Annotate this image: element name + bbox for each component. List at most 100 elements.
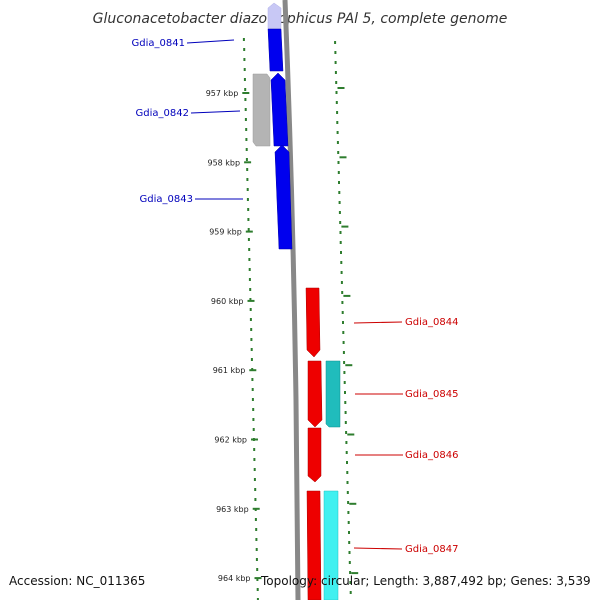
scale-dot-right [342,321,344,324]
scale-dot-left [251,388,254,391]
scale-major-tick [254,577,262,580]
scale-major-tick [252,507,260,510]
scale-major-tick [251,438,258,441]
leader-gdia-0844 [353,321,403,324]
scale-dot-right [340,281,343,284]
scale-dot-right [336,131,339,134]
scale-group: 957 kbp 958 kbp 959 kbp 960 kbp 961 kbp 962 k… [206,38,359,600]
scale-dot-left [256,598,259,600]
cyan-feature-0845[interactable] [325,360,341,428]
scale-dot-right [342,331,345,334]
scale-dot-left [243,78,246,81]
scale-dot-left [256,578,259,581]
gene-arrow-gdia-0846[interactable] [307,427,322,483]
gene-arrow-gdia-0845[interactable] [307,360,323,428]
scale-dot-right [343,361,346,364]
gene-arrow-gdia-0841[interactable] [267,28,284,72]
scale-dot-left [254,498,257,501]
gene-arrow-gdia-0841-faded[interactable] [267,2,282,30]
gene-label-gdia-0841[interactable]: Gdia_0841 [132,38,185,49]
scale-major-tick [247,299,255,302]
scale-dot-right [338,191,341,194]
scale-dot-right [335,101,338,104]
genome-backbone [282,0,301,600]
scale-dot-left [248,268,251,271]
scale-major-tick-right [341,225,349,228]
scale-dot-left [255,528,258,531]
gene-arrow-gdia-0847[interactable] [306,490,322,600]
scale-dot-left [242,38,245,41]
feature-group [252,73,341,600]
scale-dot-right [341,301,344,304]
gene-label-gdia-0846[interactable]: Gdia_0846 [405,450,458,461]
gene-arrow-gdia-0842[interactable] [270,72,289,147]
scale-dot-left [250,328,253,331]
scale-dot-left [246,198,249,201]
scale-dot-right [338,201,341,204]
scale-major-tick-right [345,364,353,367]
cyan-feature-0847[interactable] [323,490,339,600]
scale-dot-left [253,478,256,481]
leader-gdia-0847 [353,547,403,550]
scale-dot-left [250,348,253,351]
scale-dot-left [249,288,252,291]
scale-dot-left [256,568,259,571]
gene-arrow-gdia-0843[interactable] [274,144,293,250]
gene-label-gdia-0842[interactable]: Gdia_0842 [136,108,189,119]
scale-major-tick-right [349,502,357,505]
scale-dot-right [347,521,350,524]
scale-dot-left [246,178,249,181]
scale-dot-right [348,541,351,544]
scale-major-tick-right [343,294,351,297]
scale-dot-left [249,318,252,321]
scale-dot-left [251,378,254,381]
scale-major-tick-right [339,156,347,159]
scale-dot-right [335,91,338,94]
scale-dot-right [342,341,345,344]
scale-dot-left [249,308,252,311]
pseudogene-feature[interactable] [252,73,271,147]
scale-dot-left [244,88,247,91]
scale-dot-left [245,148,248,151]
scale-dot-left [250,338,253,341]
scale-dot-right [335,81,338,84]
scale-dot-left [244,98,247,101]
gene-label-gdia-0844[interactable]: Gdia_0844 [405,317,458,328]
scale-tick-label: 959 kbp [209,228,242,237]
scale-dot-right [334,71,337,74]
scale-tick-label: 957 kbp [206,89,239,98]
scale-dot-right [344,391,346,394]
scale-dot-right [338,181,340,184]
scale-dot-right [341,311,344,314]
scale-dot-left [251,398,254,401]
scale-dot-right [346,471,349,474]
scale-major-tick-right [347,433,355,436]
scale-major-tick [249,369,257,372]
scale-dot-left [247,228,250,231]
gene-arrow-gdia-0844[interactable] [305,287,321,358]
gene-label-gdia-0845[interactable]: Gdia_0845 [405,389,458,400]
scale-tick-label: 958 kbp [207,158,240,167]
gene-label-gdia-0847[interactable]: Gdia_0847 [405,544,458,555]
scale-tick-label: 964 kbp [218,574,251,583]
scale-dot-left [247,218,250,221]
gene-labels: Gdia_0841 Gdia_0842 Gdia_0843 Gdia_0844 … [132,38,459,555]
scale-dot-right [336,121,339,124]
gene-label-gdia-0843[interactable]: Gdia_0843 [140,194,193,205]
scale-dot-left [245,158,248,161]
scale-dot-left [255,538,258,541]
scale-dot-right [342,351,345,354]
scale-dot-right [334,61,337,64]
label-leaders [186,39,403,550]
gene-group [267,2,323,600]
scale-dot-right [343,381,346,384]
scale-dot-left [244,118,247,121]
scale-dot-left [245,138,248,141]
scale-dot-left [247,238,250,241]
scale-major-tick [242,92,250,94]
scale-dot-right [346,491,349,494]
scale-tick-label: 961 kbp [213,366,246,375]
scale-dot-right [343,371,346,374]
scale-dot-left [252,428,255,431]
